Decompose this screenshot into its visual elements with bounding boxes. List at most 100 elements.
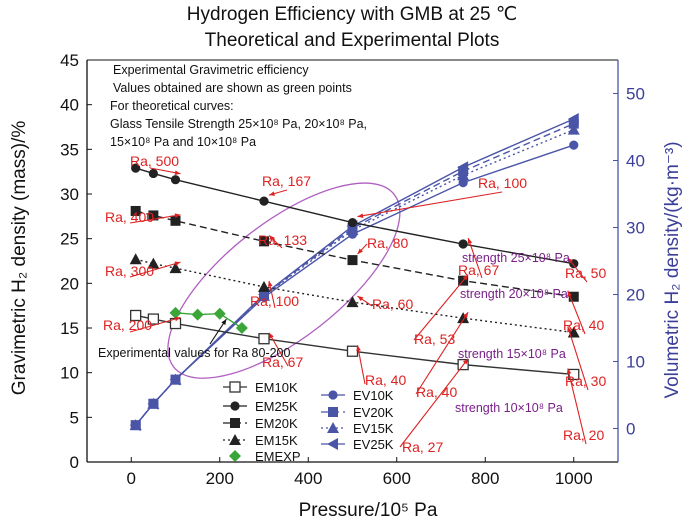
marker-triangle (229, 434, 241, 445)
marker-diamond (213, 307, 226, 320)
ra-arrow (356, 345, 366, 385)
y-right-tick-label: 30 (626, 219, 645, 238)
highlight-ellipse (167, 182, 401, 379)
y-left-tick-label: 45 (60, 51, 79, 70)
ra-arrow-head (267, 280, 273, 287)
marker-square (259, 236, 269, 247)
ra-label: Ra, 40 (365, 372, 406, 388)
marker-triangle-left (457, 161, 469, 174)
annotations-layer: Experimental Gravimetric efficiency Value… (98, 63, 606, 455)
ra-arrow-head (567, 326, 572, 333)
marker-square (568, 291, 579, 302)
ra-arrow (129, 317, 181, 333)
marker-circle (170, 175, 181, 185)
note-line: Values obtained are shown as green point… (113, 81, 352, 95)
marker-diamond (229, 450, 241, 462)
ra-label: Ra, 50 (565, 265, 606, 281)
marker-triangle (129, 253, 142, 265)
ra-label: Ra, 167 (262, 173, 311, 189)
ra-arrow-head (174, 261, 181, 266)
ra-arrow-head (566, 368, 572, 375)
ra-label: Ra, 27 (402, 439, 443, 455)
y-left-tick-label: 30 (60, 185, 79, 204)
ra-arrow-head (357, 213, 364, 218)
legend-label: EV10K (353, 388, 394, 403)
y-left-tick-label: 5 (70, 408, 79, 427)
note-line: For theoretical curves: (110, 99, 234, 113)
series-ev25k (129, 112, 579, 432)
legend-label: EM15K (255, 433, 298, 448)
marker-triangle (457, 169, 470, 181)
marker-square (170, 215, 181, 226)
ra-arrow-head (462, 358, 469, 365)
y-right-tick-label: 50 (626, 85, 645, 104)
marker-diamond (169, 306, 182, 319)
marker-square (347, 255, 358, 266)
marker-diamond (191, 308, 204, 321)
marker-circle (458, 178, 468, 188)
legend-label: EM20K (255, 416, 298, 431)
ra-arrow (415, 311, 469, 395)
experimental-arrow-head (221, 319, 227, 325)
series-line-ev15k (135, 129, 575, 426)
ra-label: Ra, 200 (103, 317, 152, 333)
ra-label: Ra, 40 (563, 317, 604, 333)
legend-item-em10k: EM10K (223, 380, 298, 395)
ra-label: Ra, 100 (250, 293, 299, 309)
legend-label: EMEXP (255, 449, 301, 464)
legend-label: EV15K (353, 421, 394, 436)
ra-label: Ra, 400 (105, 209, 154, 225)
marker-square-open (229, 381, 241, 393)
ra-arrow (567, 290, 586, 335)
series-ev20k (130, 118, 579, 431)
marker-square (130, 205, 141, 216)
ra-label: Ra, 300 (105, 263, 154, 279)
marker-circle (148, 168, 158, 179)
series-line-ev20k (135, 123, 575, 426)
marker-square (148, 210, 159, 221)
axes: 0 200 400 600 800 1000 0 5 10 15 20 25 30 35 40 45 0 10 20… (60, 51, 645, 488)
marker-triangle (147, 257, 160, 269)
marker-triangle-left (327, 438, 338, 450)
series-line-ev25k (135, 118, 575, 426)
legend-item-ev15k: EV15K (321, 421, 394, 436)
y-right-tick-label: 20 (626, 286, 645, 305)
chart-title: Hydrogen Efficiency with GMB at 25 ℃ (187, 4, 517, 25)
x-tick-label: 1000 (555, 469, 593, 488)
ra-label: Ra, 53 (414, 331, 455, 347)
marker-circle (230, 401, 240, 411)
legend-label: EV20K (353, 405, 394, 420)
note-line: 15×10⁸ Pa and 10×10⁸ Pa (110, 135, 256, 149)
ra-arrow-head (174, 213, 181, 218)
marker-triangle (346, 296, 359, 308)
legend-label: EM25K (255, 399, 298, 414)
marker-square-open (258, 333, 270, 345)
ra-label: Ra, 67 (262, 354, 303, 370)
ra-arrow (399, 358, 469, 448)
marker-square-open (147, 313, 160, 325)
series-em15k (129, 253, 580, 338)
legend-item-ev25k: EV25K (321, 437, 394, 452)
ra-label: Ra, 133 (258, 232, 307, 248)
strength-label: strength 10×10⁸ Pa (455, 401, 563, 415)
ra-label: Ra, 40 (416, 384, 457, 400)
ra-arrow-head (269, 191, 275, 196)
ra-arrow-head (174, 170, 181, 175)
series-em10k (130, 309, 580, 381)
ra-arrow (357, 191, 503, 218)
legend-item-em25k: EM25K (223, 399, 298, 414)
x-axis-title: Pressure/10⁵ Pa (299, 500, 438, 521)
ra-label: Ra, 100 (478, 175, 527, 191)
marker-triangle (327, 422, 339, 433)
y-left-tick-label: 10 (60, 364, 79, 383)
series-ev15k (129, 123, 580, 431)
ra-arrow-head (269, 235, 275, 241)
x-tick-label: 800 (471, 469, 499, 488)
ra-arrow-head (462, 274, 469, 281)
y-right-tick-label: 40 (626, 152, 645, 171)
series-em25k (131, 163, 579, 269)
legend-label: EV25K (353, 437, 394, 452)
y-left-tick-label: 35 (60, 140, 79, 159)
x-tick-label: 600 (383, 469, 411, 488)
ra-arrow-head (467, 238, 473, 245)
